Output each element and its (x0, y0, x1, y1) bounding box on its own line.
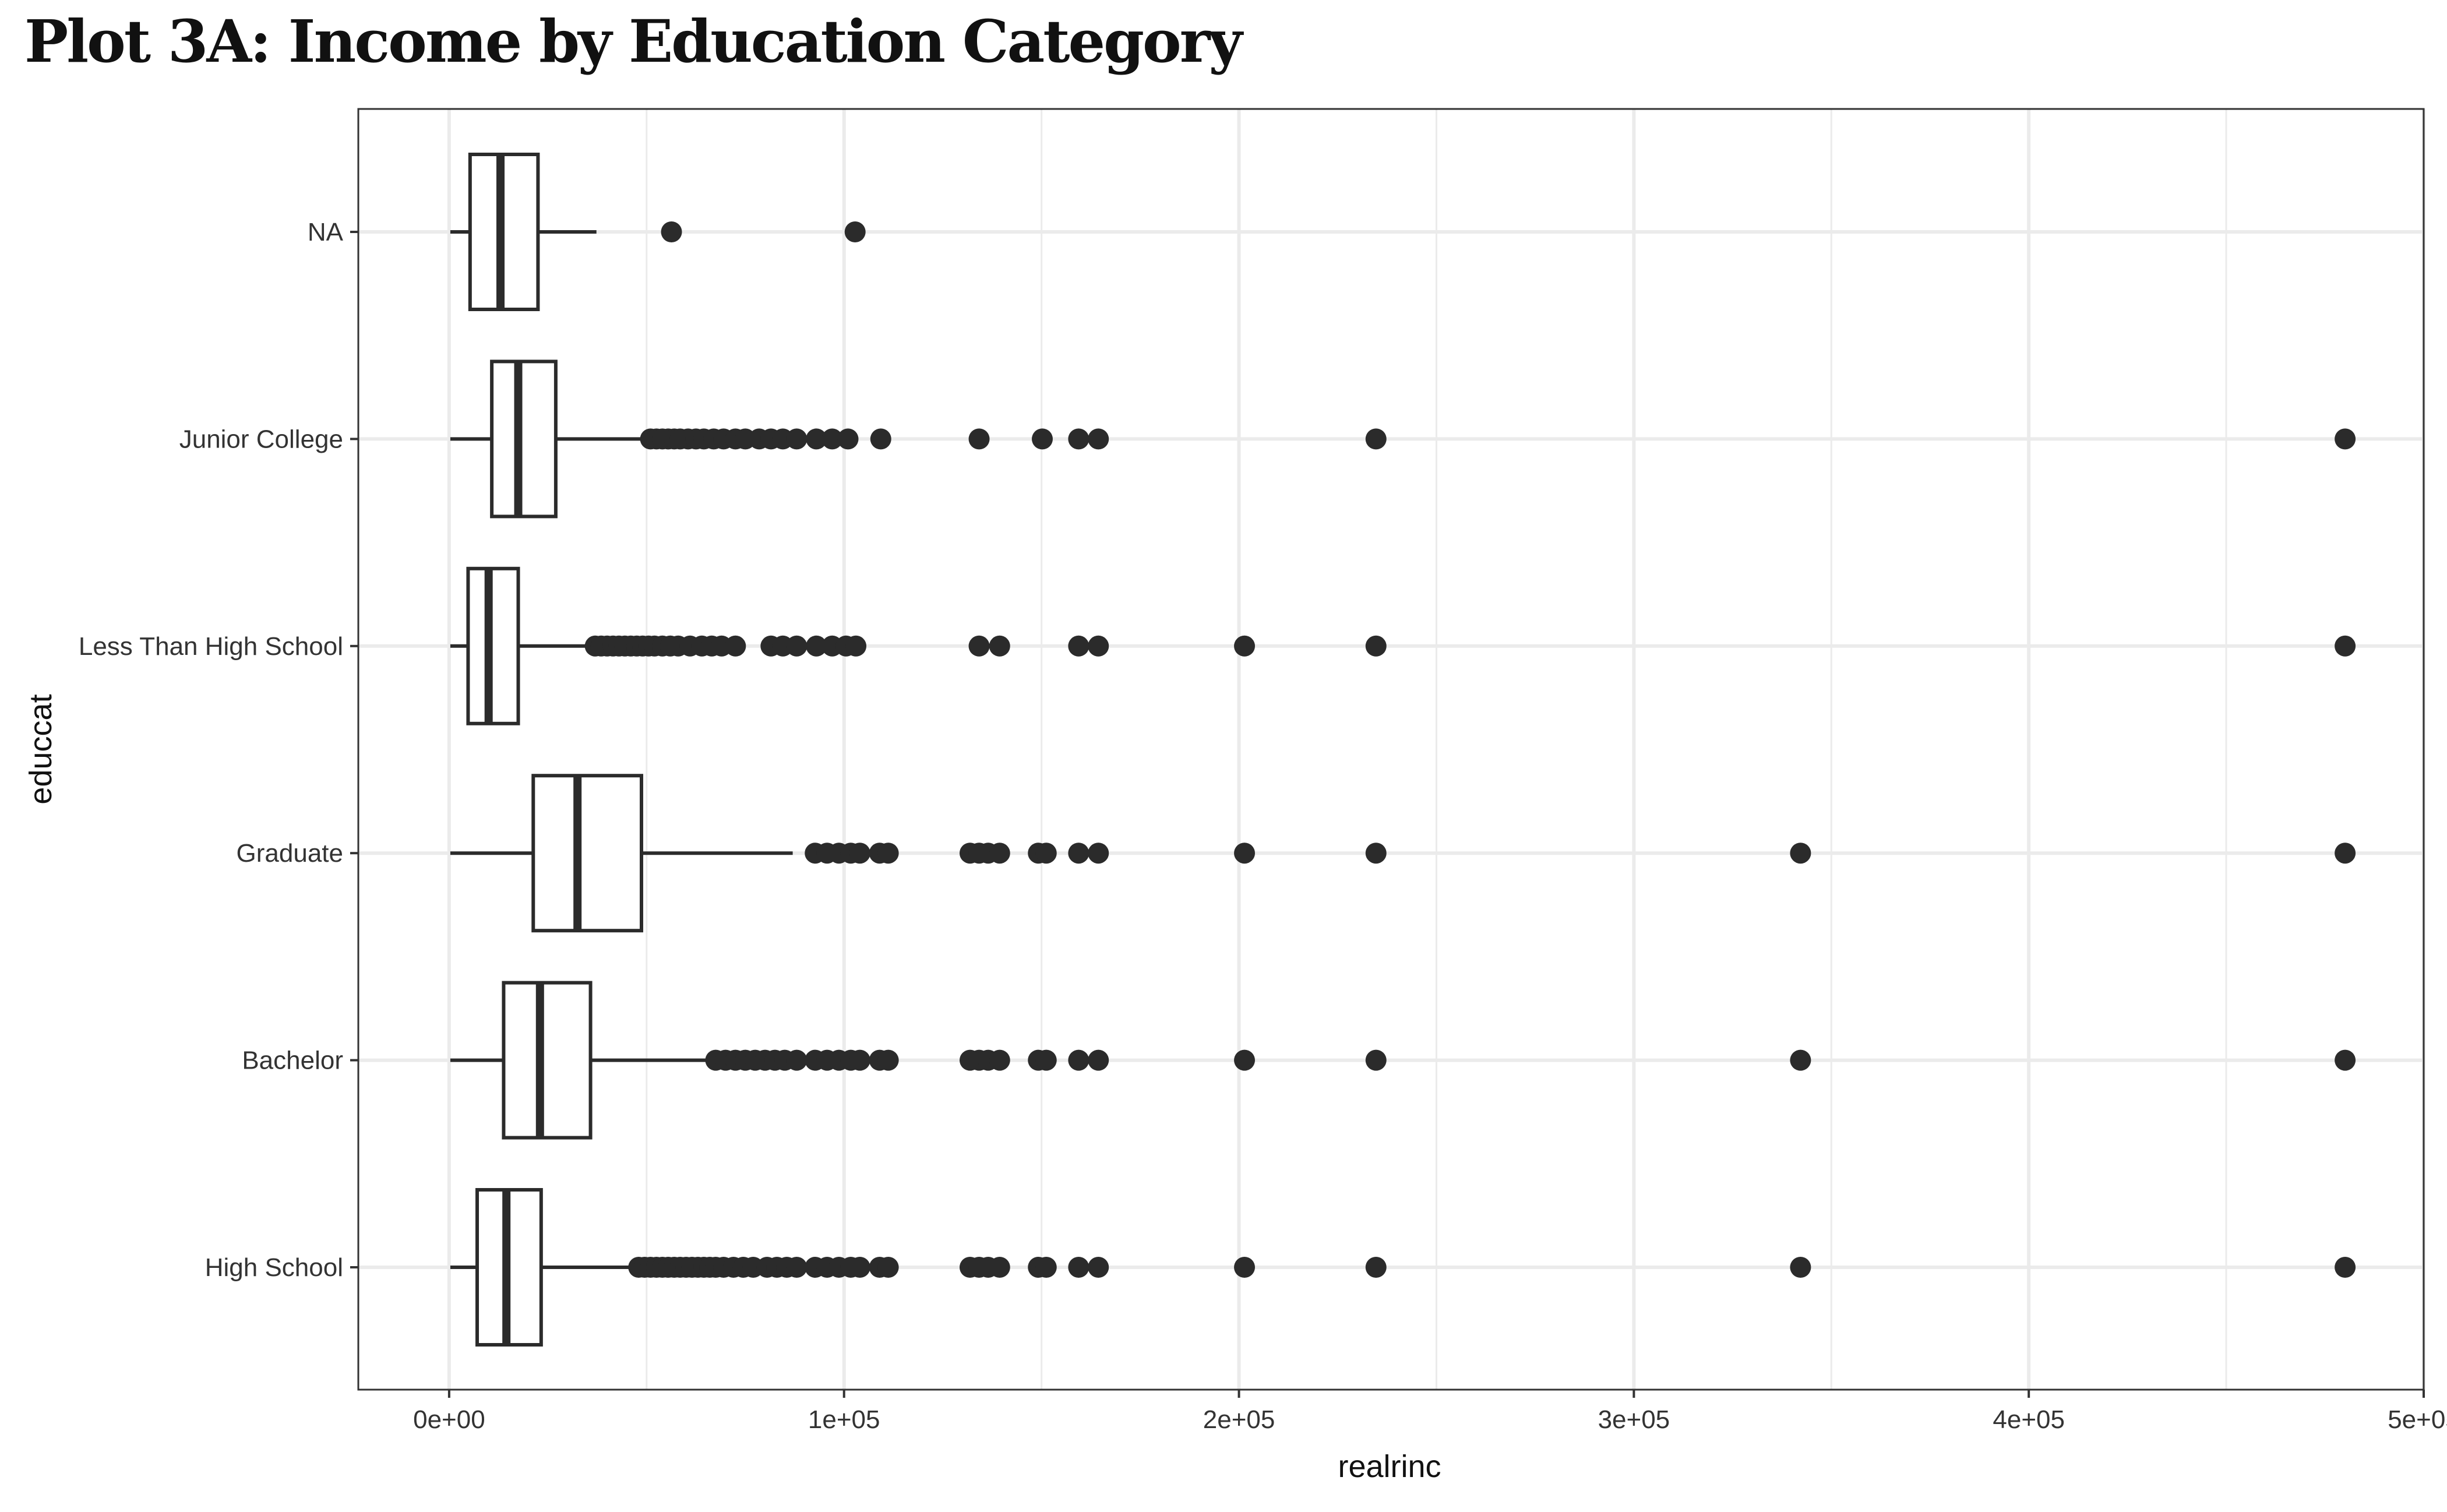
outlier-point (877, 1257, 899, 1278)
outlier-point (2335, 843, 2356, 864)
outlier-point (1035, 843, 1057, 864)
outlier-point (786, 635, 808, 657)
outlier-point (1068, 843, 1089, 864)
outlier-point (968, 635, 990, 657)
box-group (450, 1188, 2356, 1347)
outlier-point (1365, 1049, 1387, 1071)
outlier-point (1068, 1257, 1089, 1278)
outlier-point (1365, 635, 1387, 657)
box-group (450, 360, 2356, 519)
y-tick-label: NA (308, 218, 344, 246)
outlier-point (806, 635, 827, 657)
outlier-point (989, 1257, 1010, 1278)
outlier-point (1068, 428, 1089, 450)
outlier-point (786, 1257, 808, 1278)
outlier-point (849, 843, 870, 864)
y-tick-label: High School (205, 1253, 343, 1282)
outlier-point (1790, 1257, 1811, 1278)
x-tick-label: 3e+05 (1598, 1405, 1670, 1434)
outlier-point (1234, 635, 1256, 657)
outlier-point (1365, 428, 1387, 450)
outlier-point (849, 1257, 870, 1278)
outlier-point (844, 221, 866, 242)
box-iqr (490, 360, 558, 519)
x-tick-label: 4e+05 (1993, 1405, 2065, 1434)
box-iqr (466, 566, 520, 725)
outlier-point (1365, 843, 1387, 864)
x-tick-label: 2e+05 (1203, 1405, 1275, 1434)
outlier-point (2335, 1049, 2356, 1071)
box-group (450, 566, 2356, 725)
outlier-point (1790, 1049, 1811, 1071)
x-axis-title: realrinc (1338, 1449, 1441, 1484)
chart-title: Plot 3A: Income by Education Category (24, 7, 1242, 76)
box-iqr (502, 981, 593, 1140)
outlier-point (806, 428, 827, 450)
outlier-point (661, 221, 682, 242)
outlier-point (845, 635, 867, 657)
outlier-point (1035, 1257, 1057, 1278)
outlier-point (1068, 635, 1089, 657)
axes: 0e+00 1e+05 2e+05 3e+05 4e+05 5e+05 NA Junior C… (79, 218, 2447, 1434)
outlier-point (786, 428, 808, 450)
y-tick-label: Bachelor (242, 1046, 343, 1075)
outlier-point (1790, 843, 1811, 864)
y-tick-label: Less Than High School (79, 632, 343, 661)
outlier-point (786, 1049, 808, 1071)
outlier-point (1088, 635, 1109, 657)
outlier-point (1234, 1257, 1256, 1278)
outlier-point (968, 428, 990, 450)
outlier-point (2335, 1257, 2356, 1278)
outlier-point (1365, 1257, 1387, 1278)
outlier-point (1068, 1049, 1089, 1071)
outlier-point (2335, 635, 2356, 657)
grid-lines (358, 109, 2425, 1390)
outlier-point (1088, 1049, 1109, 1071)
outlier-point (1088, 1257, 1109, 1278)
outlier-point (1031, 428, 1053, 450)
outlier-point (725, 635, 746, 657)
box-iqr (531, 774, 643, 933)
outlier-point (1035, 1049, 1057, 1071)
x-tick-label: 0e+00 (413, 1405, 485, 1434)
outlier-point (1234, 843, 1256, 864)
outlier-point (1088, 428, 1109, 450)
box-group (450, 774, 2356, 933)
box-group (450, 153, 866, 311)
boxplot-series (450, 153, 2356, 1347)
panel-border (357, 108, 2425, 1391)
outlier-point (821, 428, 843, 450)
outlier-point (1234, 1049, 1256, 1071)
outlier-point (877, 1049, 899, 1071)
box-group (450, 981, 2356, 1140)
outlier-point (877, 843, 899, 864)
outlier-point (870, 428, 891, 450)
outlier-point (989, 843, 1010, 864)
outlier-point (1088, 843, 1109, 864)
y-axis-title: educcat (23, 694, 58, 804)
y-tick-label: Graduate (237, 839, 343, 868)
outlier-point (849, 1049, 870, 1071)
outlier-point (2335, 428, 2356, 450)
x-tick-label: 5e+05 (2388, 1405, 2447, 1434)
y-tick-label: Junior College (179, 425, 343, 453)
outlier-point (989, 635, 1010, 657)
x-tick-label: 1e+05 (808, 1405, 880, 1434)
outlier-point (989, 1049, 1010, 1071)
outlier-point (837, 428, 859, 450)
